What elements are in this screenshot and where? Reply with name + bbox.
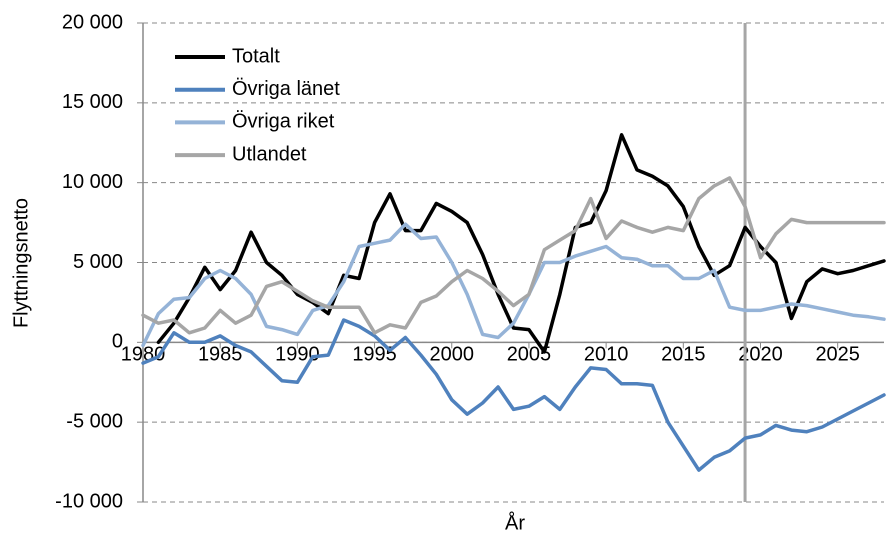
series-line xyxy=(141,176,886,335)
x-tick-label: 2020 xyxy=(738,344,783,366)
x-axis-label: År xyxy=(505,511,525,534)
x-tick-label: 2010 xyxy=(584,344,629,366)
y-tick-label: 5 000 xyxy=(73,251,123,273)
legend-label: Övriga riket xyxy=(232,111,335,133)
legend-label: Utlandet xyxy=(232,143,307,165)
legend-label: Totalt xyxy=(232,45,280,67)
legend-label: Övriga länet xyxy=(232,78,340,100)
series-line xyxy=(141,222,886,348)
x-tick-label: 1995 xyxy=(352,344,397,366)
series-line xyxy=(141,318,886,472)
x-tick-label: 1985 xyxy=(198,344,243,366)
x-tick-label: 2005 xyxy=(507,344,552,366)
y-tick-label: -10 000 xyxy=(55,490,123,512)
x-tick-label: 2015 xyxy=(661,344,706,366)
y-tick-label: 15 000 xyxy=(62,91,123,113)
x-tick-label: 1990 xyxy=(275,344,320,366)
y-tick-label: -5 000 xyxy=(66,410,123,432)
series-line xyxy=(156,133,886,354)
y-tick-label: 10 000 xyxy=(62,171,123,193)
y-tick-label: 0 xyxy=(112,331,123,353)
x-tick-label: 2000 xyxy=(430,344,475,366)
x-tick-label: 2025 xyxy=(815,344,860,366)
y-tick-label: 20 000 xyxy=(62,11,123,33)
y-axis-label: Flyttningsnetto xyxy=(10,198,32,328)
